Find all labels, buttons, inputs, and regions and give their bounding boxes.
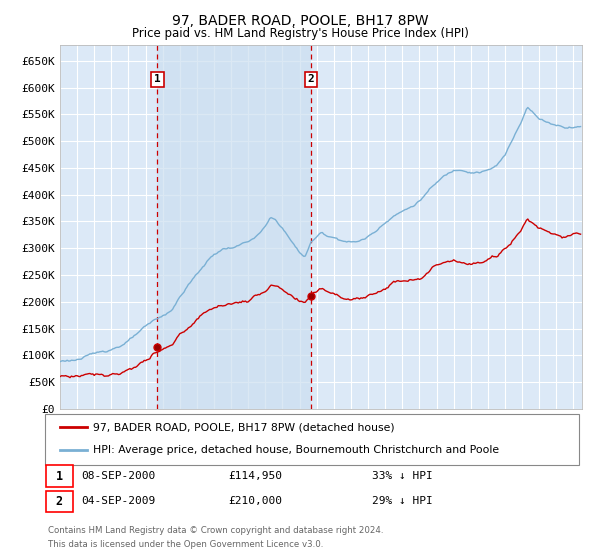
Text: 29% ↓ HPI: 29% ↓ HPI <box>372 496 433 506</box>
Text: 04-SEP-2009: 04-SEP-2009 <box>81 496 155 506</box>
Text: 33% ↓ HPI: 33% ↓ HPI <box>372 471 433 481</box>
Text: 2: 2 <box>308 74 314 85</box>
Text: Contains HM Land Registry data © Crown copyright and database right 2024.: Contains HM Land Registry data © Crown c… <box>48 526 383 535</box>
Text: £114,950: £114,950 <box>228 471 282 481</box>
Text: Price paid vs. HM Land Registry's House Price Index (HPI): Price paid vs. HM Land Registry's House … <box>131 27 469 40</box>
Text: HPI: Average price, detached house, Bournemouth Christchurch and Poole: HPI: Average price, detached house, Bour… <box>93 445 499 455</box>
Text: 1: 1 <box>56 469 63 483</box>
Bar <box>157 45 311 409</box>
Text: 2: 2 <box>56 494 63 508</box>
Text: £210,000: £210,000 <box>228 496 282 506</box>
Text: 08-SEP-2000: 08-SEP-2000 <box>81 471 155 481</box>
Text: This data is licensed under the Open Government Licence v3.0.: This data is licensed under the Open Gov… <box>48 540 323 549</box>
Text: 97, BADER ROAD, POOLE, BH17 8PW (detached house): 97, BADER ROAD, POOLE, BH17 8PW (detache… <box>93 422 395 432</box>
Text: 97, BADER ROAD, POOLE, BH17 8PW: 97, BADER ROAD, POOLE, BH17 8PW <box>172 14 428 28</box>
Text: 1: 1 <box>154 74 161 85</box>
